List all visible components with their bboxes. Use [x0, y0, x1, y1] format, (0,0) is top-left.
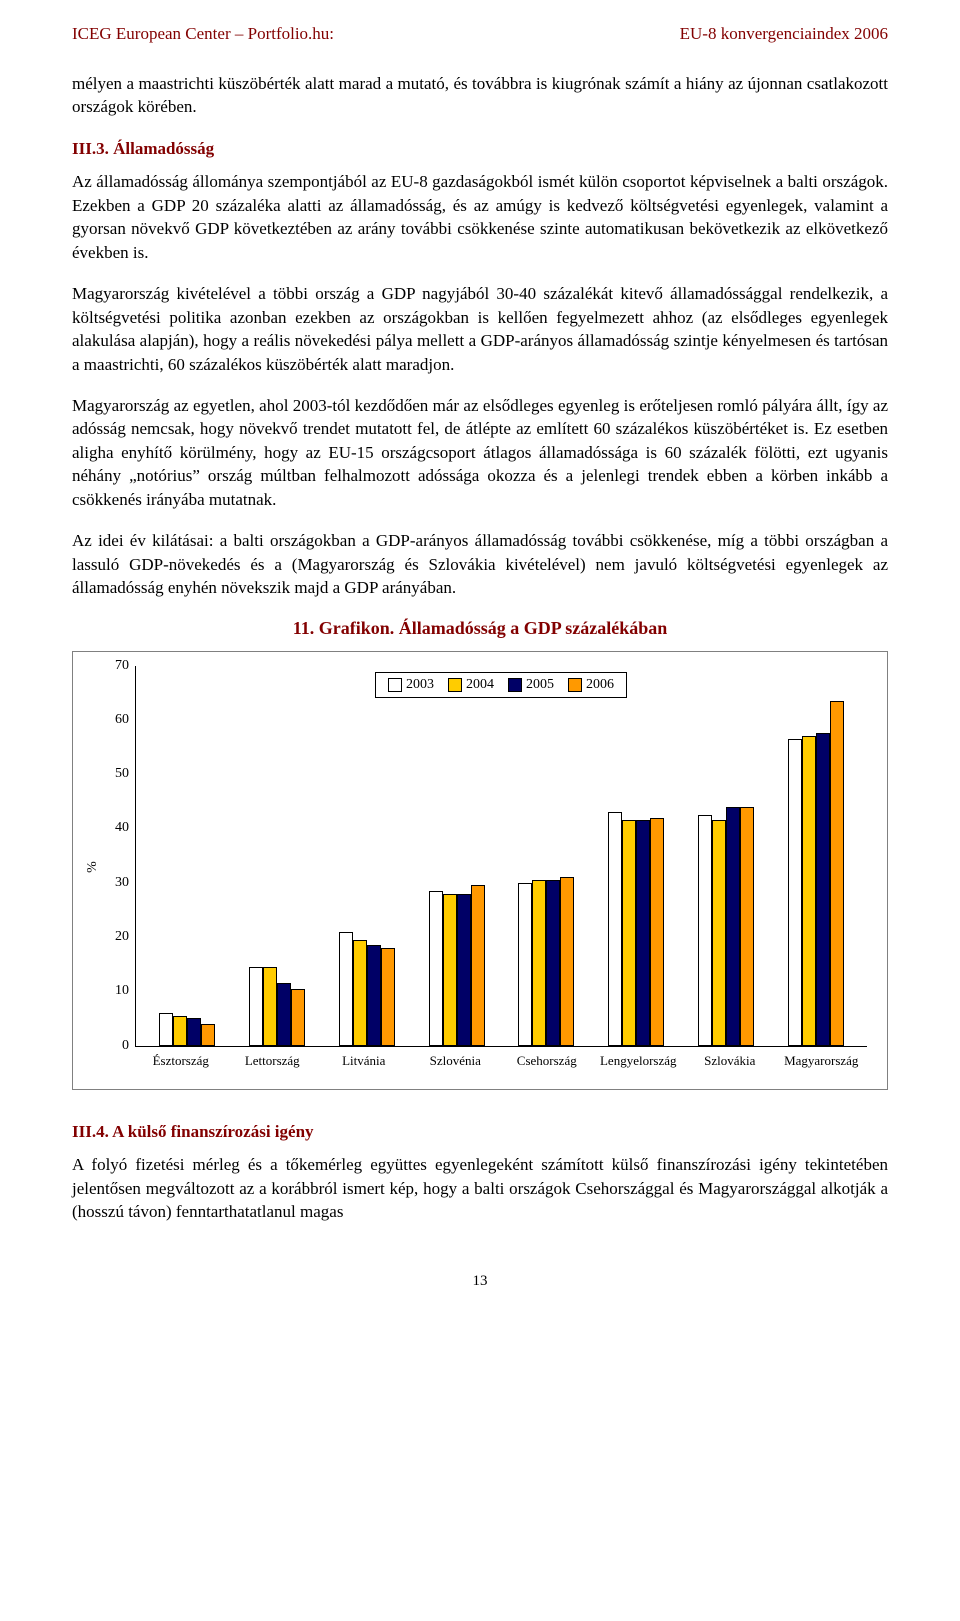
bar	[429, 891, 443, 1046]
page-header: ICEG European Center – Portfolio.hu: EU-…	[72, 24, 888, 44]
header-left: ICEG European Center – Portfolio.hu:	[72, 24, 334, 44]
bar	[201, 1024, 215, 1046]
legend-label: 2006	[586, 677, 614, 693]
chart-title: 11. Grafikon. Államadósság a GDP százalé…	[72, 618, 888, 639]
section-heading-iii3: III.3. Államadósság	[72, 137, 888, 160]
bar	[816, 733, 830, 1045]
x-label: Szlovákia	[684, 1053, 776, 1069]
bar	[471, 885, 485, 1045]
page-number: 13	[72, 1273, 888, 1290]
bar	[788, 739, 802, 1046]
bar	[650, 818, 664, 1046]
y-axis-ticks: 706050403020100	[103, 666, 135, 1046]
legend-swatch	[448, 678, 462, 692]
bar	[457, 894, 471, 1046]
legend-item: 2005	[508, 677, 554, 693]
legend-swatch	[388, 678, 402, 692]
paragraph: Magyarország kivételével a többi ország …	[72, 282, 888, 376]
bar	[636, 820, 650, 1045]
section-heading-iii4: III.4. A külső finanszírozási igény	[72, 1120, 888, 1143]
legend-label: 2005	[526, 677, 554, 693]
legend-item: 2006	[568, 677, 614, 693]
bar-group	[159, 1013, 215, 1046]
bar	[159, 1013, 173, 1046]
bar-group	[698, 807, 754, 1046]
x-label: Szlovénia	[410, 1053, 502, 1069]
bar	[532, 880, 546, 1046]
bar-group	[339, 932, 395, 1046]
bar	[560, 877, 574, 1045]
paragraph: A folyó fizetési mérleg és a tőkemérleg …	[72, 1153, 888, 1223]
chart-container: % 706050403020100 2003 2004 2005 2006 Észto…	[72, 651, 888, 1090]
bar	[712, 820, 726, 1045]
bar-group	[429, 885, 485, 1045]
bar	[173, 1016, 187, 1046]
bar	[187, 1018, 201, 1045]
x-label: Lengyelország	[593, 1053, 685, 1069]
bar	[726, 807, 740, 1046]
paragraph: Az idei év kilátásai: a balti országokba…	[72, 529, 888, 599]
x-label: Csehország	[501, 1053, 593, 1069]
bar-group	[249, 967, 305, 1046]
bar	[277, 983, 291, 1045]
legend-label: 2004	[466, 677, 494, 693]
x-label: Magyarország	[776, 1053, 868, 1069]
chart-legend: 2003 2004 2005 2006	[375, 672, 627, 698]
bar-group	[788, 701, 844, 1046]
x-label: Észtország	[135, 1053, 227, 1069]
bar	[339, 932, 353, 1046]
paragraph: mélyen a maastrichti küszöbérték alatt m…	[72, 72, 888, 119]
bar-group	[518, 877, 574, 1045]
bar	[353, 940, 367, 1046]
paragraph: Magyarország az egyetlen, ahol 2003-tól …	[72, 394, 888, 511]
legend-item: 2004	[448, 677, 494, 693]
paragraph: Az államadósság állománya szempontjából …	[72, 170, 888, 264]
x-axis-labels: ÉsztországLettországLitvániaSzlovéniaCse…	[135, 1047, 867, 1069]
bar-group	[608, 812, 664, 1045]
legend-item: 2003	[388, 677, 434, 693]
bar	[740, 807, 754, 1046]
bar	[381, 948, 395, 1046]
bar	[249, 967, 263, 1046]
bar	[830, 701, 844, 1046]
legend-swatch	[568, 678, 582, 692]
bar	[802, 736, 816, 1045]
legend-swatch	[508, 678, 522, 692]
bar	[608, 812, 622, 1045]
bar	[443, 894, 457, 1046]
bar	[698, 815, 712, 1046]
x-label: Litvánia	[318, 1053, 410, 1069]
bar	[367, 945, 381, 1045]
bar	[546, 880, 560, 1046]
header-right: EU-8 konvergenciaindex 2006	[680, 24, 888, 44]
bar	[291, 989, 305, 1046]
y-axis-label: %	[83, 666, 103, 1069]
chart-plot-area	[135, 666, 867, 1047]
legend-label: 2003	[406, 677, 434, 693]
bar	[622, 820, 636, 1045]
x-label: Lettország	[227, 1053, 319, 1069]
bar	[263, 967, 277, 1046]
bar	[518, 883, 532, 1046]
